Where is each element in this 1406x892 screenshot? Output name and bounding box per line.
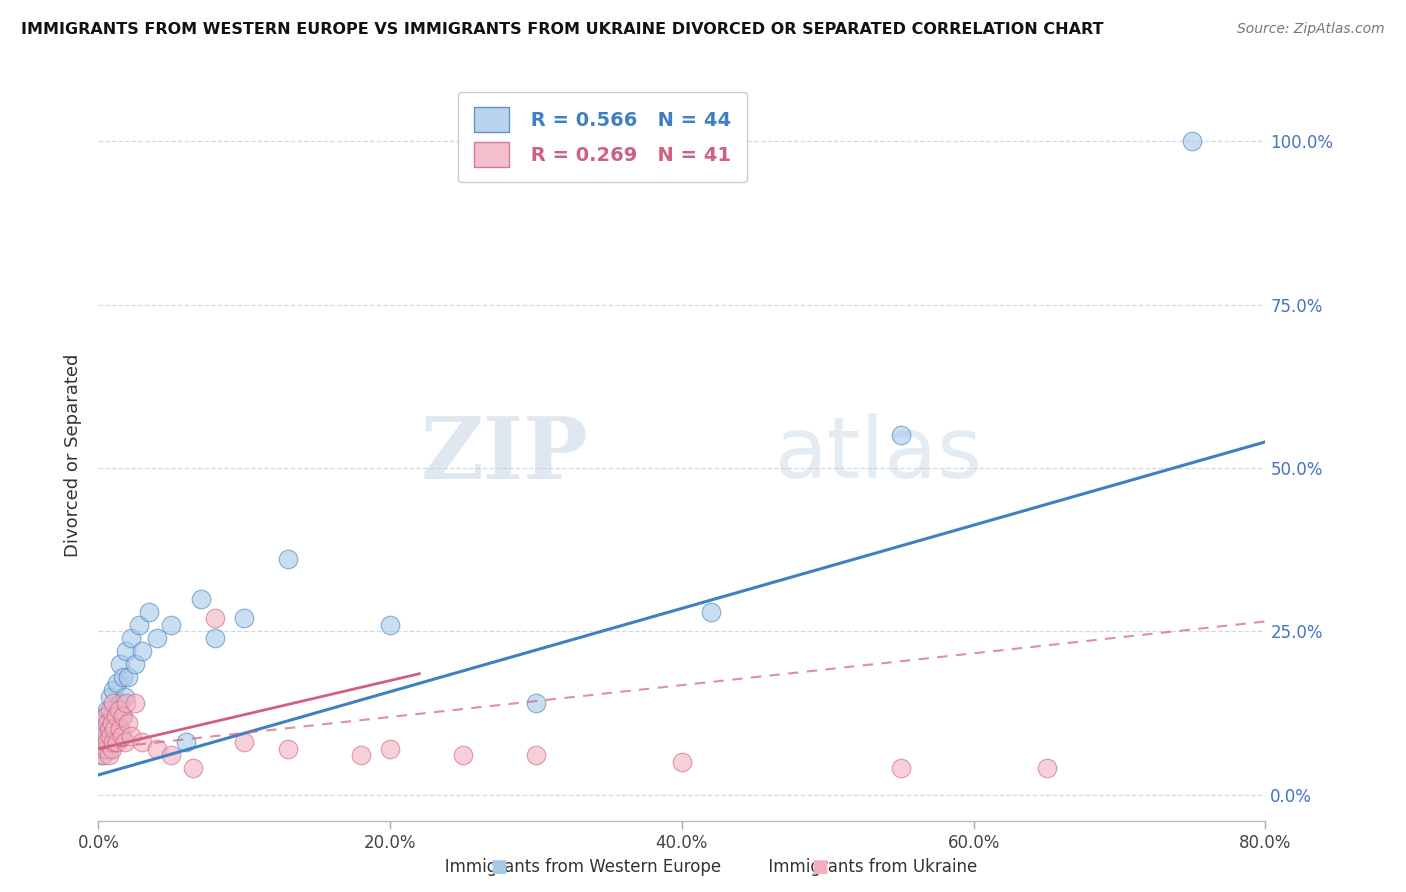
Point xyxy=(380,741,402,756)
Point xyxy=(120,729,142,743)
Point xyxy=(108,723,131,737)
Point xyxy=(90,748,112,763)
Point xyxy=(104,703,127,717)
Point xyxy=(104,709,127,723)
Point xyxy=(96,729,118,743)
Point xyxy=(94,741,117,756)
Point xyxy=(94,735,117,749)
Point xyxy=(115,644,138,658)
Point xyxy=(105,676,128,690)
Point xyxy=(93,723,115,737)
Legend:  R = 0.566   N = 44,  R = 0.269   N = 41: R = 0.566 N = 44, R = 0.269 N = 41 xyxy=(458,92,747,182)
Point xyxy=(890,761,912,775)
Point xyxy=(96,703,118,717)
Point xyxy=(97,748,120,763)
Point xyxy=(103,723,125,737)
Point xyxy=(138,605,160,619)
Point xyxy=(380,617,402,632)
Point xyxy=(1035,761,1057,775)
Point xyxy=(117,670,139,684)
Point xyxy=(124,696,146,710)
Point xyxy=(524,748,547,763)
Point xyxy=(128,617,150,632)
Point xyxy=(146,631,169,645)
Point xyxy=(105,735,128,749)
Point xyxy=(100,735,122,749)
Point xyxy=(190,591,212,606)
Point xyxy=(100,715,122,730)
Point xyxy=(97,741,120,756)
Point xyxy=(98,703,121,717)
Point xyxy=(94,709,117,723)
Text: ■: ■ xyxy=(811,858,828,876)
Point xyxy=(91,748,114,763)
Point xyxy=(98,729,121,743)
Point xyxy=(112,709,135,723)
Point xyxy=(233,611,256,625)
Point xyxy=(114,735,136,749)
Point xyxy=(98,690,121,704)
Point xyxy=(97,715,120,730)
Point xyxy=(110,657,132,671)
Point xyxy=(671,755,693,769)
Point xyxy=(93,729,115,743)
Point xyxy=(91,735,114,749)
Point xyxy=(204,611,226,625)
Point xyxy=(160,748,183,763)
Point xyxy=(103,715,125,730)
Point xyxy=(890,428,912,442)
Point xyxy=(96,715,118,730)
Point xyxy=(96,735,118,749)
Point xyxy=(101,683,124,698)
Text: ■: ■ xyxy=(491,858,508,876)
Point xyxy=(101,735,124,749)
Point xyxy=(131,735,153,749)
Text: Immigrants from Western Europe         Immigrants from Ukraine: Immigrants from Western Europe Immigrant… xyxy=(429,858,977,876)
Point xyxy=(120,631,142,645)
Point xyxy=(1181,135,1204,149)
Point xyxy=(174,735,197,749)
Point xyxy=(277,552,299,566)
Point xyxy=(181,761,204,775)
Text: Source: ZipAtlas.com: Source: ZipAtlas.com xyxy=(1237,22,1385,37)
Point xyxy=(131,644,153,658)
Point xyxy=(124,657,146,671)
Point xyxy=(350,748,373,763)
Point xyxy=(97,723,120,737)
Point xyxy=(111,729,134,743)
Point xyxy=(100,741,122,756)
Point xyxy=(700,605,723,619)
Point xyxy=(90,741,112,756)
Point xyxy=(110,696,132,710)
Point xyxy=(110,723,132,737)
Point xyxy=(111,709,134,723)
Point xyxy=(98,723,121,737)
Point xyxy=(233,735,256,749)
Y-axis label: Divorced or Separated: Divorced or Separated xyxy=(65,353,83,557)
Point xyxy=(93,741,115,756)
Point xyxy=(204,631,226,645)
Point xyxy=(112,670,135,684)
Point xyxy=(94,709,117,723)
Point xyxy=(108,703,131,717)
Point xyxy=(100,709,122,723)
Point xyxy=(114,690,136,704)
Point xyxy=(146,741,169,756)
Point xyxy=(101,729,124,743)
Point xyxy=(160,617,183,632)
Point xyxy=(115,696,138,710)
Text: ZIP: ZIP xyxy=(420,413,589,497)
Point xyxy=(524,696,547,710)
Point xyxy=(101,696,124,710)
Text: atlas: atlas xyxy=(775,413,983,497)
Text: IMMIGRANTS FROM WESTERN EUROPE VS IMMIGRANTS FROM UKRAINE DIVORCED OR SEPARATED : IMMIGRANTS FROM WESTERN EUROPE VS IMMIGR… xyxy=(21,22,1104,37)
Point xyxy=(117,715,139,730)
Point xyxy=(451,748,474,763)
Point xyxy=(277,741,299,756)
